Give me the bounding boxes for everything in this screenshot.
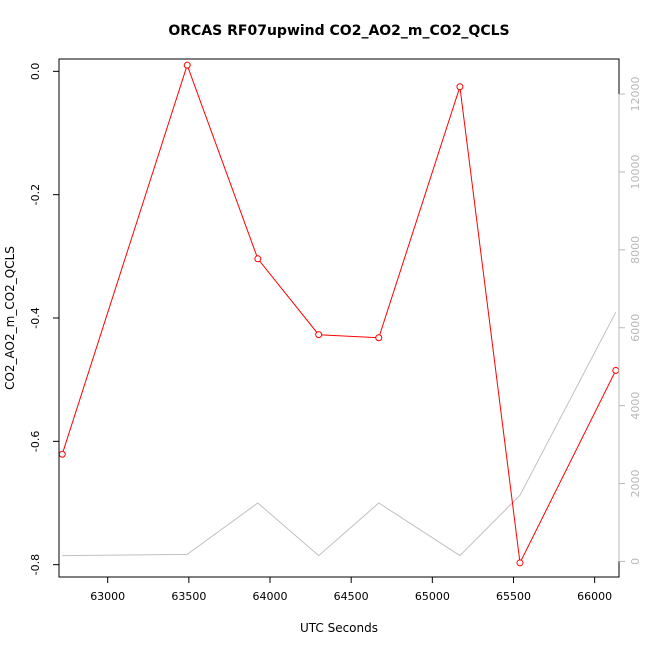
data-point	[516, 559, 524, 567]
y2-tick-label: 12000	[629, 77, 642, 112]
y-axis: -0.8 -0.6 -0.4 -0.2 0.0	[29, 63, 60, 575]
x-tick-label: 66000	[577, 590, 612, 603]
y2-tick-label: 0	[629, 558, 642, 565]
y2-axis-right: 0 2000 4000 6000 8000 10000 12000	[618, 77, 642, 565]
data-point	[456, 83, 464, 91]
data-point	[375, 334, 383, 342]
data-point	[254, 255, 262, 263]
x-tick-label: 64000	[253, 590, 288, 603]
primary-series-line	[61, 63, 617, 565]
x-tick-label: 65000	[415, 590, 450, 603]
secondary-series-line	[62, 311, 617, 557]
primary-series-layer	[58, 61, 620, 567]
x-tick-label: 64500	[334, 590, 369, 603]
y2-tick-label: 2000	[629, 470, 642, 498]
y-tick-label: -0.6	[29, 431, 42, 452]
data-point	[183, 61, 191, 69]
x-axis-label: UTC Seconds	[300, 621, 378, 635]
y-tick-label: 0.0	[29, 63, 42, 81]
secondary-series-layer	[62, 311, 617, 557]
y-tick-label: -0.4	[29, 307, 42, 328]
y2-tick-label: 10000	[629, 154, 642, 189]
chart-title: ORCAS RF07upwind CO2_AO2_m_CO2_QCLS	[168, 23, 509, 39]
x-tick-label: 65500	[496, 590, 531, 603]
y2-tick-label: 6000	[629, 314, 642, 342]
y-tick-label: -0.8	[29, 554, 42, 575]
data-point	[315, 331, 323, 339]
y2-tick-label: 8000	[629, 236, 642, 264]
y-tick-label: -0.2	[29, 184, 42, 205]
data-point	[58, 450, 66, 458]
x-axis: 63000 63500 64000 64500 65000 65500 66000	[90, 576, 612, 603]
x-tick-label: 63500	[171, 590, 206, 603]
data-point	[612, 366, 620, 374]
x-tick-label: 63000	[90, 590, 125, 603]
y2-tick-label: 4000	[629, 392, 642, 420]
y-axis-label: CO2_AO2_m_CO2_QCLS	[3, 246, 17, 390]
plot-area-frame	[58, 58, 620, 578]
